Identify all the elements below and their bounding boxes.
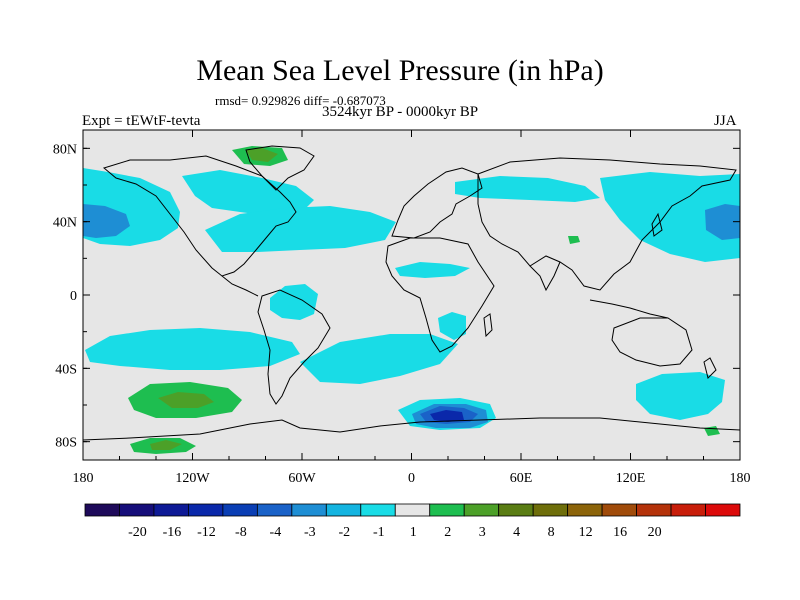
- colorbar-label: -2: [338, 525, 350, 540]
- coast-antarctica: [83, 417, 740, 441]
- contour-eurasia-north: [455, 176, 600, 202]
- colorbar-swatch: [325, 503, 362, 517]
- colorbar-label: -20: [128, 525, 147, 540]
- contour-asia-small-high: [568, 236, 580, 244]
- colorbar-swatch: [463, 503, 500, 517]
- colorbar-label: 1: [410, 525, 417, 540]
- colorbar-label: 3: [479, 525, 486, 540]
- contour-africa-north: [395, 262, 470, 278]
- colorbar-label: -8: [235, 525, 247, 540]
- colorbar-swatch: [532, 503, 569, 517]
- coast-central-america: [221, 275, 259, 297]
- latitude-axis: 80N 40N 0 40S 80S: [53, 142, 740, 451]
- stats-label: rmsd= 0.929826 diff= -0.687073: [215, 93, 386, 108]
- colorbar-label: -4: [270, 525, 282, 540]
- colorbar-swatch: [429, 503, 465, 517]
- contour-north-pacific-east-core: [705, 204, 740, 240]
- colorbar-swatch: [291, 503, 327, 517]
- colorbar-swatch: [670, 503, 706, 517]
- lat-tick-label: 0: [70, 289, 77, 304]
- season-label: JJA: [714, 113, 737, 129]
- colorbar-swatch: [119, 503, 155, 517]
- contour-southern-pacific-belt: [85, 328, 300, 370]
- map-subtitle: 3524kyr BP - 0000kyr BP: [321, 104, 479, 120]
- colorbar-swatch: [567, 503, 603, 517]
- colorbar-swatch: [360, 503, 396, 517]
- colorbar-label: -12: [197, 525, 216, 540]
- colorbar-label: 8: [548, 525, 555, 540]
- experiment-label: Expt = tEWtF-tevta: [82, 113, 201, 129]
- colorbar-swatch: [636, 503, 672, 517]
- coast-australia: [611, 317, 693, 367]
- longitude-axis: 180 120W 60W 0 60E 120E 180: [73, 130, 751, 486]
- colorbar-swatch: [84, 503, 120, 517]
- coastlines: [83, 145, 740, 441]
- lon-tick-label: 120E: [616, 471, 646, 486]
- pressure-anomaly-fill: [83, 145, 740, 454]
- contour-ross-sea-high-core: [150, 440, 182, 450]
- lon-tick-label: 0: [408, 471, 415, 486]
- colorbar-label: 4: [513, 525, 520, 540]
- colorbar-swatch: [153, 503, 189, 517]
- lat-tick-label: 80N: [53, 142, 77, 157]
- contour-north-pacific-east: [600, 172, 740, 262]
- colorbar-swatch: [188, 503, 224, 517]
- colorbar-label: 20: [648, 525, 662, 540]
- coast-greenland: [245, 145, 315, 191]
- coast-africa: [385, 237, 495, 353]
- lat-tick-label: 40N: [53, 216, 77, 231]
- colorbar-swatch: [394, 503, 431, 517]
- contour-tropical-pacific: [270, 284, 318, 320]
- colorbar-swatch: [601, 503, 637, 517]
- contour-south-pacific-high-core: [158, 392, 214, 408]
- colorbar-label: 12: [579, 525, 593, 540]
- coast-south-america: [257, 289, 331, 405]
- contour-south-indian: [636, 372, 725, 420]
- coast-japan: [651, 212, 663, 237]
- lat-tick-label: 40S: [55, 362, 77, 377]
- colorbar: -20 -16 -12 -8 -4 -3 -2 -1 1 2 3 4 8 12 16 20: [84, 503, 741, 540]
- coast-north-america: [102, 155, 297, 277]
- contour-antarctic-low-core: [430, 410, 464, 422]
- map-title: Mean Sea Level Pressure (in hPa): [196, 54, 604, 87]
- lon-tick-label: 60E: [510, 471, 533, 486]
- colorbar-label: -16: [163, 525, 182, 540]
- coast-europe: [391, 167, 483, 239]
- coast-indonesia: [589, 299, 669, 319]
- lon-tick-label: 60W: [288, 471, 316, 486]
- coast-india: [529, 261, 561, 292]
- colorbar-swatch: [705, 503, 741, 517]
- colorbar-swatch: [498, 503, 534, 517]
- colorbar-label: -3: [304, 525, 316, 540]
- coast-new-zealand: [703, 357, 717, 379]
- colorbar-swatch: [222, 503, 258, 517]
- lon-tick-label: 120W: [175, 471, 210, 486]
- colorbar-label: -1: [373, 525, 385, 540]
- contour-southern-atlantic-belt: [300, 334, 458, 384]
- colorbar-swatch: [256, 503, 293, 517]
- coast-madagascar: [483, 313, 493, 338]
- lon-tick-label: 180: [730, 471, 751, 486]
- contour-greenland-high-core: [246, 148, 278, 162]
- coast-asia: [477, 157, 737, 291]
- colorbar-label: 16: [613, 525, 627, 540]
- colorbar-label: 2: [444, 525, 451, 540]
- contour-north-america: [182, 170, 314, 216]
- contour-indian-ocean: [438, 312, 466, 340]
- lon-tick-label: 180: [73, 471, 94, 486]
- contour-north-pacific-west-core: [83, 204, 130, 238]
- contour-north-atlantic: [205, 206, 396, 252]
- lat-tick-label: 80S: [55, 436, 77, 451]
